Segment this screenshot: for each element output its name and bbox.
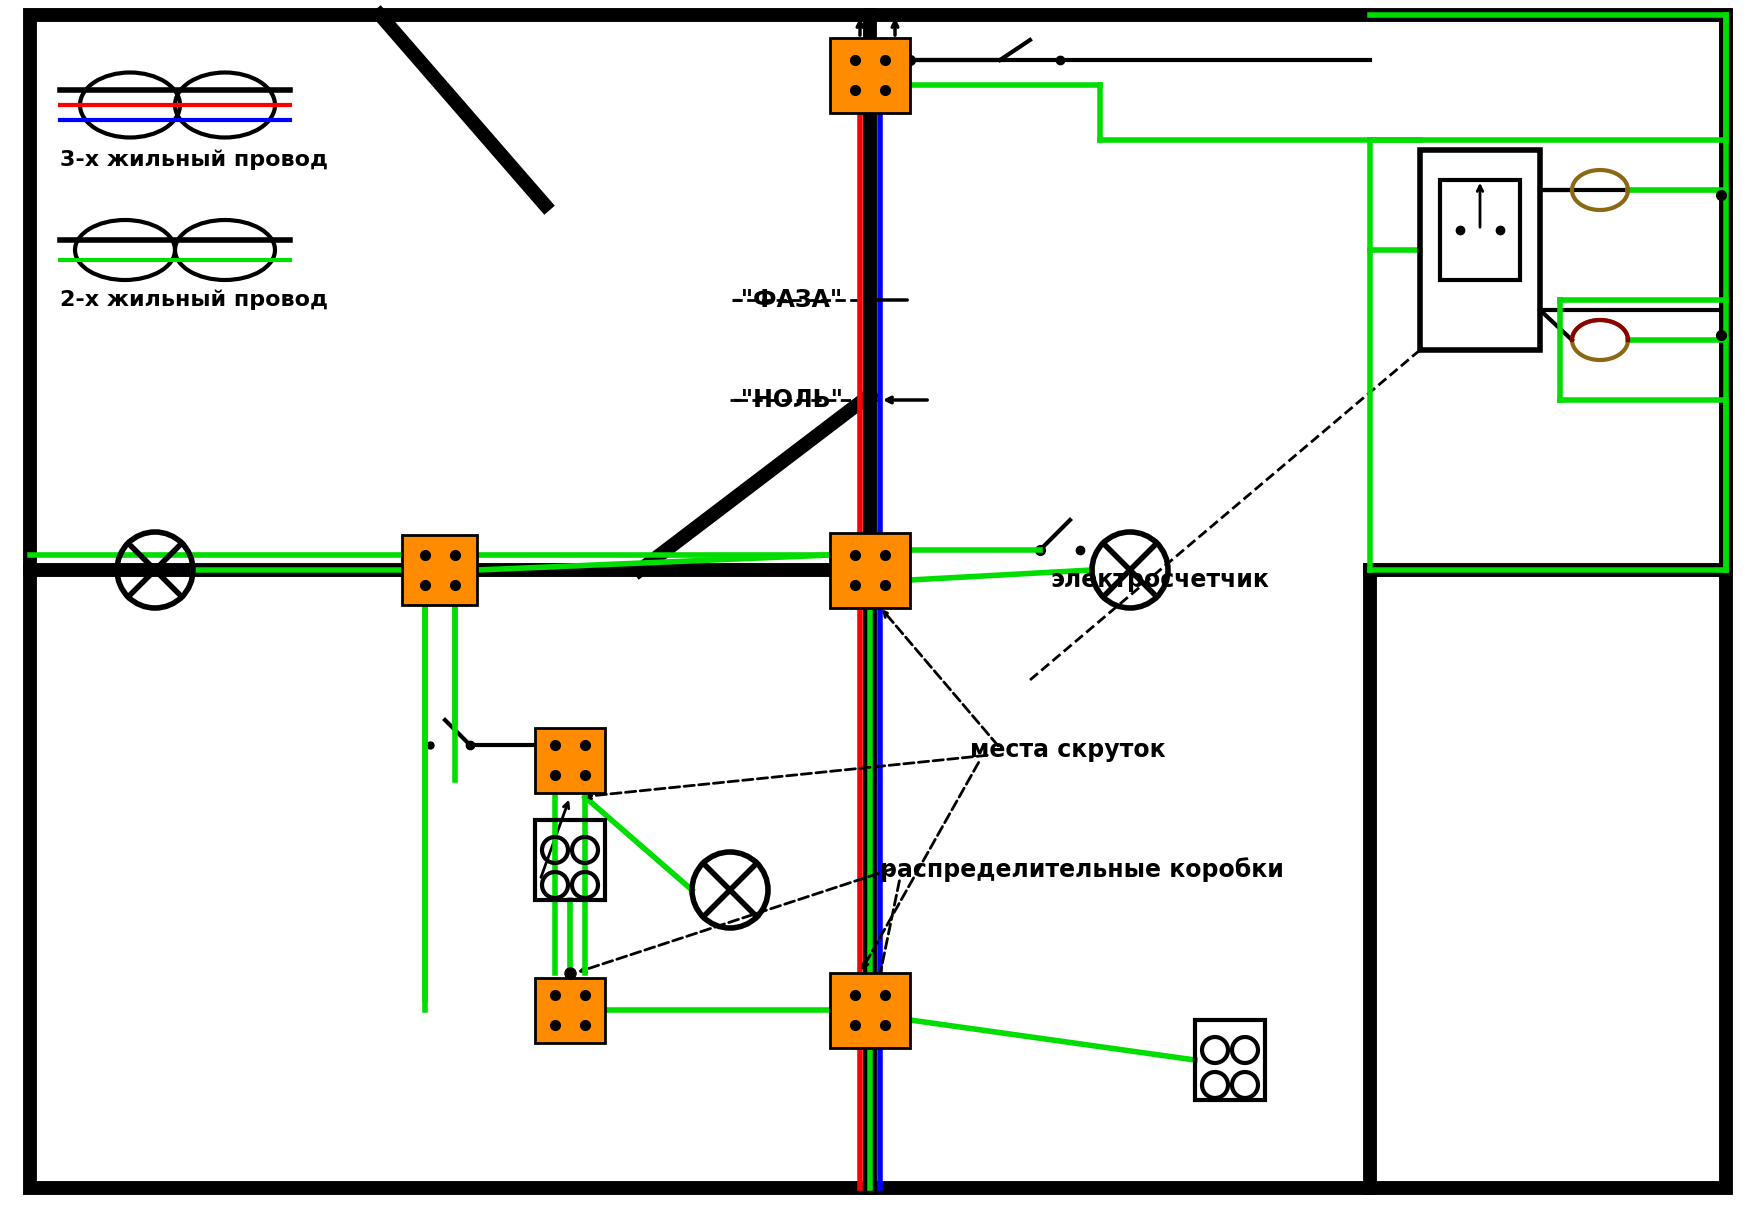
- Bar: [1195, 1019, 1264, 1100]
- Bar: [830, 533, 909, 607]
- Text: -"ФАЗА": -"ФАЗА": [732, 288, 842, 312]
- Bar: [535, 977, 605, 1042]
- Bar: [535, 728, 605, 793]
- Bar: [402, 535, 477, 605]
- Text: распределительные коробки: распределительные коробки: [879, 858, 1283, 882]
- Text: -"НОЛЬ": -"НОЛЬ": [732, 388, 844, 412]
- Text: 2-х жильный провод: 2-х жильный провод: [60, 290, 328, 311]
- Bar: [535, 819, 605, 900]
- Text: места скруток: места скруток: [969, 737, 1165, 762]
- Bar: [1420, 149, 1539, 349]
- Text: 3-х жильный провод: 3-х жильный провод: [60, 149, 328, 170]
- Bar: [830, 972, 909, 1047]
- Text: электросчетчик: электросчетчик: [1049, 568, 1269, 592]
- Bar: [830, 37, 909, 112]
- Bar: [1439, 180, 1520, 280]
